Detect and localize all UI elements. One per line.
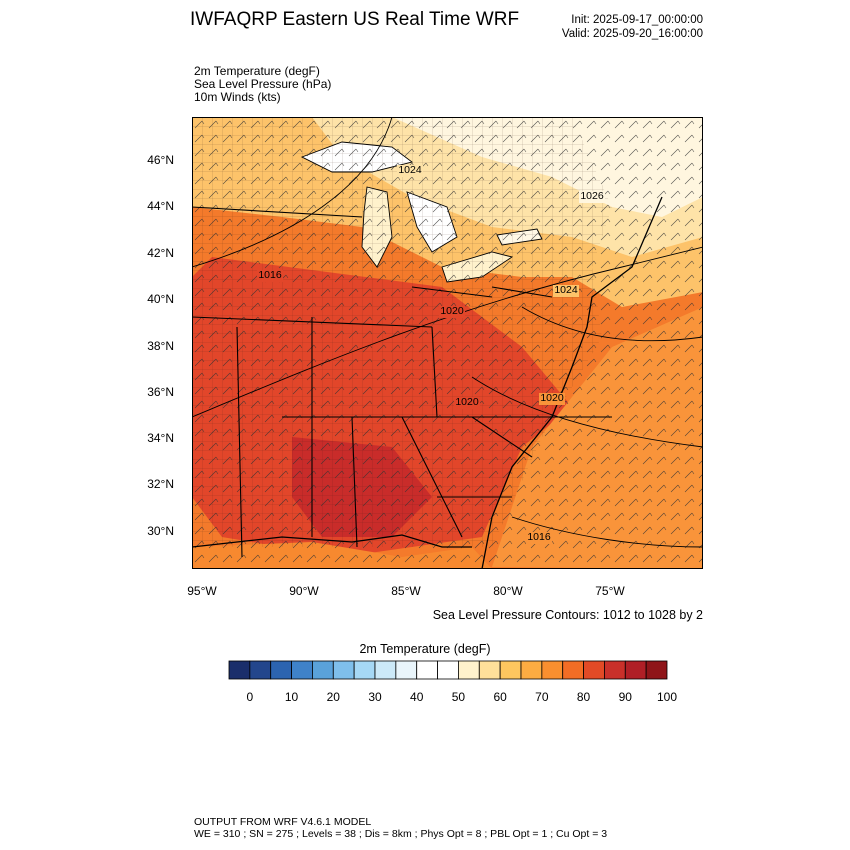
valid-time: Valid: 2025-09-20_16:00:00 (561, 28, 703, 40)
contour-label-text: 1020 (455, 396, 479, 408)
lon-label: 80°W (493, 584, 523, 598)
lat-label: 46°N (147, 153, 174, 167)
lat-label: 30°N (147, 524, 174, 538)
footer-line-1: OUTPUT FROM WRF V4.6.1 MODEL (194, 816, 372, 828)
contour-note: Sea Level Pressure Contours: 1012 to 102… (432, 608, 703, 622)
wind-barbs (192, 117, 703, 569)
contour-label-text: 1016 (527, 531, 551, 543)
colorbar (228, 660, 668, 680)
colorbar-tick-label: 40 (410, 690, 424, 704)
colorbar-swatch (395, 660, 418, 680)
init-time: Init: 2025-09-17_00:00:00 (571, 14, 703, 26)
field-winds: 10m Winds (kts) (194, 90, 281, 104)
colorbar-swatch (458, 660, 480, 680)
state-boundaries (192, 206, 612, 558)
colorbar-swatch (583, 660, 605, 680)
colorbar-swatch (520, 660, 543, 680)
contour-label: 1020 (439, 305, 465, 318)
colorbar-tick-label: 20 (326, 690, 340, 704)
contour-label: 1016 (526, 531, 552, 544)
contour-label-text: 1016 (258, 269, 282, 281)
colorbar-tick-label: 100 (656, 690, 678, 704)
colorbar-swatch (332, 660, 355, 680)
colorbar-tick-label: 0 (246, 690, 254, 704)
lat-label: 32°N (147, 477, 174, 491)
footer-line-2: WE = 310 ; SN = 275 ; Levels = 38 ; Dis … (194, 828, 608, 840)
contour-label: 1016 (257, 269, 283, 282)
lat-label: 40°N (147, 292, 174, 306)
colorbar-swatch (291, 660, 313, 680)
lon-label: 95°W (187, 584, 217, 598)
gulf-coastline (192, 534, 472, 548)
contour-label-text: 1024 (554, 284, 578, 296)
colorbar-swatch (499, 660, 522, 680)
contour-label: 1020 (539, 392, 565, 405)
contour-label-text: 1026 (580, 190, 604, 202)
colorbar-swatch (312, 660, 334, 680)
colorbar-tick-label: 90 (618, 690, 632, 704)
colorbar-swatch (624, 660, 647, 680)
field-pressure: Sea Level Pressure (hPa) (194, 77, 332, 91)
contour-label-text: 1024 (398, 164, 422, 176)
contour-label: 1024 (553, 284, 579, 297)
colorbar-tick-label: 60 (493, 690, 507, 704)
colorbar-tick-label: 80 (576, 690, 591, 704)
colorbar-tick-label: 50 (451, 690, 466, 704)
contour-labels: 1024 1026 1016 1020 1024 1020 1020 1016 (257, 164, 605, 544)
lon-label: 90°W (289, 584, 319, 598)
colorbar-swatch (604, 660, 626, 680)
colorbar-tick-label: 10 (284, 690, 299, 704)
model-footer: OUTPUT FROM WRF V4.6.1 MODEL WE = 310 ; … (194, 816, 607, 840)
colorbar-swatch (562, 660, 584, 680)
colorbar-swatch (353, 660, 376, 680)
contour-label-text: 1020 (440, 305, 464, 317)
colorbar-title: 2m Temperature (degF) (359, 642, 491, 656)
colorbar-swatch (249, 660, 272, 680)
map-frame (192, 117, 703, 569)
colorbar-swatch (374, 660, 397, 680)
colorbar-swatch (228, 660, 251, 680)
lat-label: 36°N (147, 385, 174, 399)
run-times: Init: 2025-09-17_00:00:00 Valid: 2025-09… (545, 13, 703, 41)
lat-label: 38°N (147, 339, 174, 353)
colorbar-swatch (416, 660, 438, 680)
lat-label: 44°N (147, 199, 174, 213)
contour-label: 1026 (579, 190, 605, 203)
contour-label: 1020 (454, 396, 480, 409)
chart-title: IWFAQRP Eastern US Real Time WRF (190, 9, 520, 30)
colorbar-swatch (541, 660, 564, 680)
lon-label: 75°W (595, 584, 625, 598)
field-list: 2m Temperature (degF) Sea Level Pressure… (194, 65, 331, 104)
contour-label-text: 1020 (540, 392, 564, 404)
contour-label: 1024 (397, 164, 423, 177)
colorbar-swatch (270, 660, 292, 680)
colorbar-tick-label: 30 (368, 690, 382, 704)
colorbar-swatch (437, 660, 459, 680)
lat-label: 42°N (147, 246, 174, 260)
pressure-contours (192, 117, 703, 548)
lon-label: 85°W (391, 584, 421, 598)
colorbar-tick-label: 70 (535, 690, 549, 704)
colorbar-swatch (645, 660, 668, 680)
east-coastline (481, 196, 663, 569)
colorbar-swatch (478, 660, 501, 680)
lat-label: 34°N (147, 431, 174, 445)
temperature-map: 1024 1026 1016 1020 1024 1020 1020 1016 (192, 117, 703, 569)
field-temperature: 2m Temperature (degF) (194, 64, 320, 78)
